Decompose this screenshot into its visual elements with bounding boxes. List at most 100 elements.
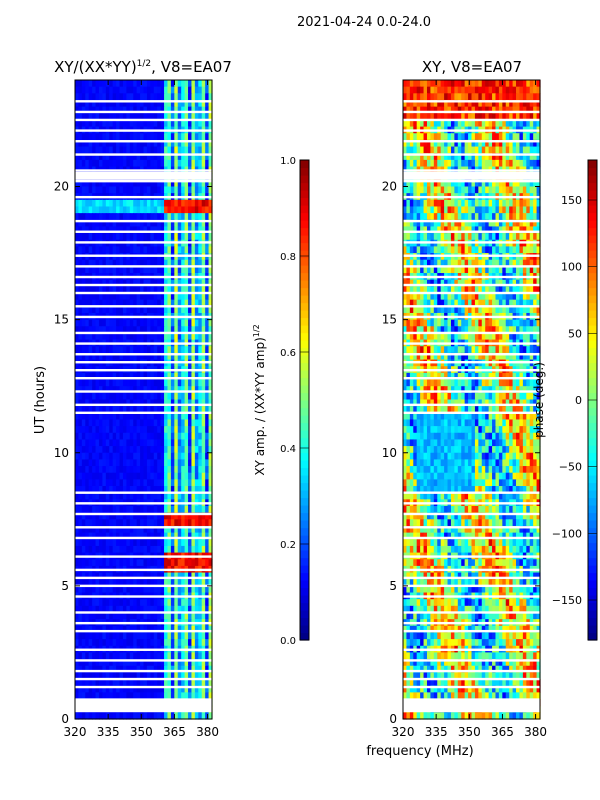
heatmap-cell xyxy=(102,153,107,161)
heatmap-cell xyxy=(112,519,117,527)
heatmap-cell xyxy=(122,80,127,88)
heatmap-cell xyxy=(188,625,193,634)
heatmap-cell xyxy=(143,246,148,254)
heatmap-cell xyxy=(191,466,196,474)
heatmap-cell xyxy=(174,386,179,394)
heatmap-cell xyxy=(75,472,80,480)
heatmap-cell xyxy=(81,572,86,580)
heatmap-cell xyxy=(529,80,534,88)
heatmap-cell xyxy=(143,512,148,520)
heatmap-cell xyxy=(464,106,469,114)
heatmap-cell xyxy=(122,625,127,634)
heatmap-cell xyxy=(102,233,107,241)
heatmap-cell xyxy=(136,379,141,387)
heatmap-cell xyxy=(81,685,86,693)
heatmap-cell xyxy=(191,446,196,454)
heatmap-cell xyxy=(533,133,538,141)
heatmap-cell xyxy=(194,346,199,354)
heatmap-cell xyxy=(509,186,514,194)
heatmap-cell xyxy=(205,113,210,121)
heatmap-cell xyxy=(88,665,93,674)
heatmap-cell xyxy=(184,512,189,520)
heatmap-cell xyxy=(81,625,86,634)
heatmap-cell xyxy=(194,412,199,421)
heatmap-cell xyxy=(167,286,172,294)
heatmap-cell xyxy=(88,432,93,441)
heatmap-cell xyxy=(81,519,86,527)
heatmap-cell xyxy=(529,139,534,148)
heatmap-cell xyxy=(143,672,148,680)
heatmap-cell xyxy=(146,286,151,294)
heatmap-cell xyxy=(423,206,428,214)
heatmap-cell xyxy=(102,392,107,401)
heatmap-cell xyxy=(85,412,90,421)
heatmap-cell xyxy=(81,379,86,387)
heatmap-cell xyxy=(423,146,428,154)
heatmap-cell xyxy=(112,153,117,161)
heatmap-cell xyxy=(136,372,141,381)
heatmap-cell xyxy=(140,539,145,547)
heatmap-cell xyxy=(164,432,169,441)
heatmap-cell xyxy=(198,712,203,720)
heatmap-cell xyxy=(102,399,107,407)
heatmap-cell xyxy=(143,386,148,394)
heatmap-cell xyxy=(85,179,90,188)
heatmap-cell xyxy=(116,306,121,314)
heatmap-cell xyxy=(170,466,175,474)
heatmap-cell xyxy=(105,459,110,467)
heatmap-cell xyxy=(119,206,124,214)
heatmap-cell xyxy=(133,579,138,587)
heatmap-cell xyxy=(75,80,80,88)
heatmap-cell xyxy=(157,432,162,441)
heatmap-cell xyxy=(184,259,189,267)
heatmap-cell xyxy=(194,572,199,580)
heatmap-cell xyxy=(188,352,193,361)
heatmap-cell xyxy=(112,532,117,540)
heatmap-cell xyxy=(95,479,100,487)
heatmap-cell xyxy=(116,346,121,354)
heatmap-cell xyxy=(140,286,145,294)
heatmap-cell xyxy=(413,113,418,121)
heatmap-cell xyxy=(150,86,155,94)
heatmap-cell xyxy=(81,446,86,454)
heatmap-cell xyxy=(181,419,186,427)
heatmap-cell xyxy=(208,386,213,394)
heatmap-cell xyxy=(150,519,155,527)
heatmap-cell xyxy=(85,579,90,587)
heatmap-cell xyxy=(81,246,86,254)
heatmap-cell xyxy=(112,119,117,128)
heatmap-cell xyxy=(536,99,541,108)
heatmap-cell xyxy=(420,93,425,101)
heatmap-cell xyxy=(129,545,134,554)
heatmap-cell xyxy=(177,319,182,327)
heatmap-cell xyxy=(136,226,141,234)
heatmap-cell xyxy=(522,99,527,108)
heatmap-cell xyxy=(109,432,114,441)
heatmap-cell xyxy=(150,119,155,128)
heatmap-cell xyxy=(167,659,172,667)
heatmap-cell xyxy=(119,532,124,540)
heatmap-cell xyxy=(85,119,90,128)
heatmap-cell xyxy=(92,293,97,301)
heatmap-cell xyxy=(112,99,117,108)
heatmap-cell xyxy=(95,672,100,680)
heatmap-cell xyxy=(516,226,521,234)
heatmap-cell xyxy=(167,113,172,121)
heatmap-cell xyxy=(119,506,124,514)
heatmap-cell xyxy=(167,506,172,514)
heatmap-cell xyxy=(133,572,138,580)
heatmap-cell xyxy=(413,206,418,214)
heatmap-cell xyxy=(98,213,103,221)
heatmap-cell xyxy=(88,372,93,381)
heatmap-cell xyxy=(150,532,155,540)
heatmap-cell xyxy=(205,293,210,301)
heatmap-cell xyxy=(167,392,172,401)
heatmap-cell xyxy=(140,639,145,647)
heatmap-cell xyxy=(167,226,172,234)
heatmap-cell xyxy=(194,692,199,700)
heatmap-cell xyxy=(433,119,438,128)
heatmap-cell xyxy=(157,346,162,354)
heatmap-cell xyxy=(75,379,80,387)
heatmap-cell xyxy=(495,219,500,228)
heatmap-cell xyxy=(201,519,206,527)
